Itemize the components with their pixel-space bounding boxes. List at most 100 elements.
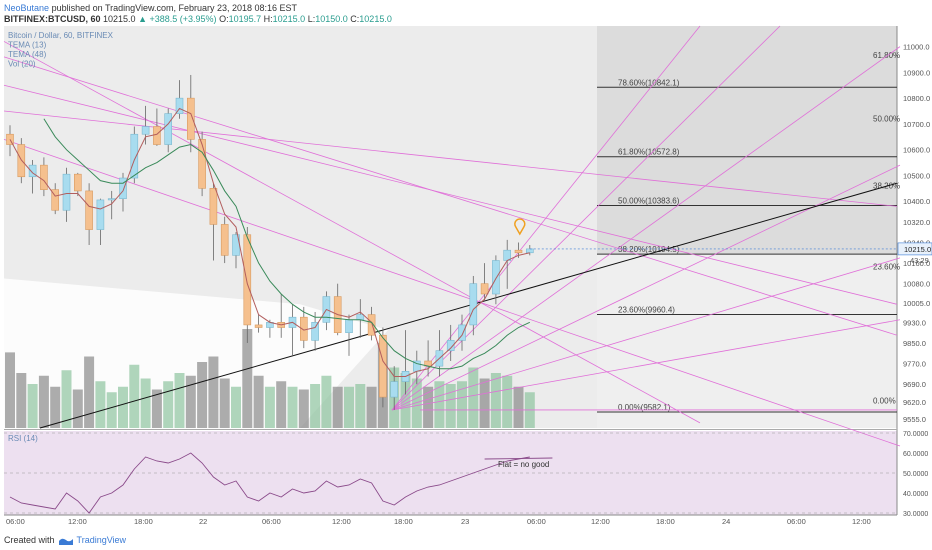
price-tick-label: 9555.0 bbox=[903, 415, 926, 424]
volume-bar bbox=[27, 384, 38, 428]
time-tick-label: 23 bbox=[461, 517, 469, 526]
candle-body bbox=[51, 189, 60, 211]
volume-bar bbox=[457, 381, 467, 428]
fib-fan-label: 61.80% bbox=[873, 51, 900, 60]
volume-bar bbox=[502, 375, 513, 428]
fan-line-down bbox=[3, 56, 898, 336]
price-tick-label: 10080.0 bbox=[903, 280, 930, 289]
candle-body bbox=[525, 248, 534, 254]
fan-line-up bbox=[391, 46, 901, 411]
volume-bar bbox=[310, 384, 321, 428]
volume-bar bbox=[84, 356, 95, 428]
projection-zone-lower bbox=[597, 254, 897, 428]
publish-header: NeoButane published on TradingView.com, … bbox=[4, 3, 297, 13]
volume-bar bbox=[219, 378, 230, 428]
candle-body bbox=[492, 260, 500, 295]
candle-body bbox=[74, 173, 82, 192]
last-price: 10215.0 bbox=[103, 14, 136, 24]
volume-bar bbox=[434, 381, 445, 428]
volume-bar bbox=[411, 378, 422, 428]
low-label: L: bbox=[307, 14, 316, 24]
open-label: O: bbox=[219, 14, 229, 24]
price-tick-label: 9620.0 bbox=[903, 398, 926, 407]
volume-bar bbox=[129, 364, 140, 428]
candle-body bbox=[345, 319, 353, 333]
volume-bar bbox=[445, 384, 456, 428]
rsi-title: RSI (14) bbox=[8, 434, 38, 443]
legend-item: TEMA (13) bbox=[8, 41, 47, 50]
volume-bar bbox=[513, 386, 524, 428]
volume-bar bbox=[479, 378, 490, 428]
ohlc-header: BITFINEX:BTCUSD, 60 10215.0 ▲ +388.5 (+3… bbox=[4, 14, 392, 24]
candle-body bbox=[175, 97, 184, 114]
volume-bar bbox=[490, 373, 501, 428]
price-tick-label: 10005.0 bbox=[903, 299, 930, 308]
tradingview-brand[interactable]: TradingView bbox=[76, 535, 127, 545]
price-tick-label: 9850.0 bbox=[903, 339, 926, 348]
volume-bar bbox=[242, 329, 253, 428]
candle-body bbox=[367, 314, 376, 336]
volume-bar bbox=[140, 378, 151, 428]
volume-bar bbox=[5, 352, 15, 428]
high-label: H: bbox=[263, 14, 273, 24]
time-tick-label: 24 bbox=[722, 517, 730, 526]
tema48-line bbox=[43, 118, 531, 370]
time-tick-label: 06:00 bbox=[527, 517, 546, 526]
current-price-tag bbox=[897, 242, 932, 256]
rsi-tick-label: 40.0000 bbox=[903, 491, 928, 498]
ascending-trendline bbox=[39, 182, 898, 429]
volume-bar bbox=[118, 386, 128, 428]
volume-bar bbox=[355, 384, 366, 428]
created-with-text: Created with bbox=[4, 535, 55, 545]
price-tick-label: 11000.0 bbox=[903, 43, 930, 52]
fib-level-label: 61.80%(10572.8) bbox=[618, 148, 680, 157]
rsi-tick-label: 30.0000 bbox=[903, 511, 928, 518]
volume-bar bbox=[344, 386, 354, 428]
candle-body bbox=[164, 113, 172, 145]
volume-bar bbox=[151, 389, 162, 428]
candle-body bbox=[62, 173, 71, 211]
fib-level-label: 78.60%(10842.1) bbox=[618, 78, 680, 87]
volume-bar bbox=[298, 389, 309, 428]
volume-bar bbox=[208, 356, 219, 428]
time-tick-label: 18:00 bbox=[134, 517, 153, 526]
volume-bar bbox=[72, 389, 83, 428]
volume-bar bbox=[332, 386, 343, 428]
volume-bar bbox=[264, 386, 275, 428]
price-tick-label: 10900.0 bbox=[903, 68, 930, 77]
tradingview-logo-icon bbox=[58, 538, 73, 545]
volume-bar bbox=[231, 386, 241, 428]
fan-line-up bbox=[391, 25, 701, 411]
candle-body bbox=[243, 234, 252, 326]
fib-fan-label: 0.00% bbox=[873, 397, 896, 406]
price-tick-label: 10800.0 bbox=[903, 94, 930, 103]
candle-body bbox=[130, 133, 139, 179]
candle-body bbox=[311, 322, 319, 341]
fib-level-label: 0.00%(9582.1) bbox=[618, 403, 671, 412]
candle-body bbox=[254, 324, 263, 328]
time-tick-label: 12:00 bbox=[852, 517, 871, 526]
fib-fan-label: 23.60% bbox=[873, 263, 900, 272]
candle-body bbox=[446, 340, 455, 351]
price-tick-label: 10320.0 bbox=[903, 218, 930, 227]
candle-body bbox=[514, 249, 523, 254]
open-value: 10195.7 bbox=[228, 14, 262, 24]
fan-line-down bbox=[3, 110, 898, 207]
candle-body bbox=[458, 324, 466, 341]
volume-bar bbox=[287, 386, 298, 428]
volume-bar bbox=[50, 386, 61, 428]
price-change: ▲ +388.5 (+3.95%) bbox=[138, 14, 217, 24]
fib-level-label: 50.00%(10383.6) bbox=[618, 196, 680, 205]
volume-bar bbox=[163, 381, 174, 428]
current-price-value: 10215.0 bbox=[904, 245, 931, 254]
fan-line-up bbox=[391, 257, 901, 411]
author-link[interactable]: NeoButane bbox=[4, 3, 50, 13]
volume-bar bbox=[366, 386, 377, 428]
alert-marker-icon bbox=[514, 218, 526, 236]
price-tick-label: 9690.0 bbox=[903, 380, 926, 389]
candle-body bbox=[96, 199, 105, 230]
fan-line-down bbox=[3, 139, 901, 447]
legend-item: TEMA (48) bbox=[8, 50, 47, 59]
